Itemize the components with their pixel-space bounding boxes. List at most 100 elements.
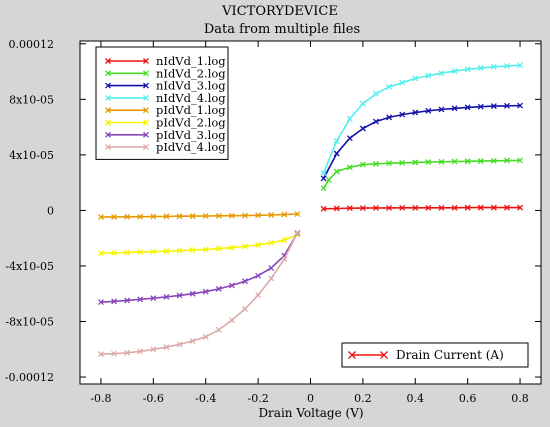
legend-label: nIdVd_3.log <box>156 79 226 93</box>
data-point <box>333 138 340 144</box>
legend-marker <box>105 94 111 101</box>
x-tick-label: 0.6 <box>459 392 477 405</box>
legend-marker <box>105 144 111 151</box>
legend-marker <box>143 107 149 114</box>
data-point <box>325 176 332 183</box>
axes: -0.8 -0.6 -0.4 -0.2 0 0.2 0.4 0.6 0.8 0.00012 8x10… <box>5 38 541 405</box>
data-point <box>425 72 432 79</box>
data-point <box>268 212 275 218</box>
data-point <box>242 212 248 219</box>
chart-subtitle: Data from multiple files <box>204 22 360 37</box>
series-pidvd-3-log <box>97 230 301 306</box>
legend-item: pIdVd_1.log <box>105 103 226 117</box>
data-point <box>386 83 393 90</box>
legend-item: pIdVd_4.log <box>105 140 226 154</box>
data-point <box>373 160 379 167</box>
data-point <box>503 63 510 69</box>
data-point <box>517 157 524 164</box>
data-point <box>97 214 104 221</box>
current-legend: Drain Current (A) <box>341 342 529 368</box>
data-point <box>464 158 471 165</box>
data-point <box>399 159 406 166</box>
data-point <box>97 299 104 306</box>
legend-item: nIdVd_3.log <box>105 79 226 93</box>
data-point <box>294 229 301 236</box>
data-point <box>268 239 275 246</box>
y-tick-label: 0 <box>47 204 54 217</box>
data-point <box>242 306 248 312</box>
data-point <box>281 256 288 262</box>
series-group <box>97 62 524 358</box>
data-point <box>503 157 510 164</box>
data-point <box>163 213 170 220</box>
data-point <box>137 296 144 303</box>
data-point <box>373 118 379 125</box>
legend-marker <box>105 58 111 64</box>
data-point <box>215 212 222 219</box>
legend-marker <box>143 82 149 89</box>
legend-item: nIdVd_2.log <box>105 66 226 80</box>
data-point <box>150 346 157 353</box>
data-point <box>124 213 131 220</box>
current-legend-marker <box>348 351 356 359</box>
data-point <box>137 213 144 220</box>
data-point <box>346 115 353 122</box>
legend-marker <box>143 131 149 138</box>
data-point <box>189 337 196 344</box>
data-point <box>320 205 327 212</box>
data-point <box>176 292 183 299</box>
data-point <box>412 204 419 211</box>
data-point <box>399 111 406 118</box>
x-tick-label: 0.2 <box>354 392 372 405</box>
data-point <box>346 135 353 142</box>
data-point <box>477 103 484 110</box>
data-point <box>425 204 432 211</box>
data-point <box>228 244 235 251</box>
data-point <box>373 204 379 211</box>
y-tick-label: -4x10-05 <box>5 260 54 273</box>
data-point <box>333 168 340 175</box>
data-point <box>189 247 196 254</box>
data-point <box>242 243 248 250</box>
legend-item: pIdVd_3.log <box>105 128 226 142</box>
y-tick-label: -0.00012 <box>5 371 54 384</box>
data-point <box>464 204 471 211</box>
series-nidvd-4-log <box>320 62 524 176</box>
series-line <box>100 233 298 254</box>
x-axis-label: Drain Voltage (V) <box>258 406 363 420</box>
data-point <box>202 213 209 219</box>
data-point <box>477 64 484 71</box>
data-point <box>137 249 144 256</box>
legend-label: nIdVd_2.log <box>156 66 226 80</box>
legend-label: pIdVd_4.log <box>156 140 226 154</box>
series-line <box>100 232 299 303</box>
data-point <box>451 68 458 75</box>
series-nidvd-2-log <box>320 157 524 192</box>
data-point <box>438 106 445 113</box>
data-point <box>215 326 222 333</box>
data-point <box>111 350 118 357</box>
data-point <box>255 212 262 219</box>
legend: nIdVd_1.lognIdVd_2.lognIdVd_3.lognIdVd_4… <box>95 46 229 160</box>
data-point <box>268 275 275 282</box>
series-pidvd-2-log <box>97 231 301 257</box>
data-point <box>438 70 445 77</box>
data-point <box>503 102 510 109</box>
series-pidvd-4-log <box>97 229 301 358</box>
data-point <box>176 341 183 348</box>
data-point <box>124 349 131 356</box>
data-point <box>346 205 353 212</box>
data-point <box>346 164 353 171</box>
data-point <box>451 105 458 112</box>
legend-marker <box>105 70 111 77</box>
data-point <box>412 109 419 116</box>
data-point <box>111 298 118 305</box>
x-tick-label: 0.4 <box>407 392 425 405</box>
series-pidvd-1-log <box>97 211 301 221</box>
data-point <box>281 211 288 218</box>
data-point <box>490 103 497 110</box>
series-line <box>100 213 298 218</box>
data-point <box>255 241 262 248</box>
legend-marker <box>105 131 111 138</box>
data-point <box>438 204 445 211</box>
